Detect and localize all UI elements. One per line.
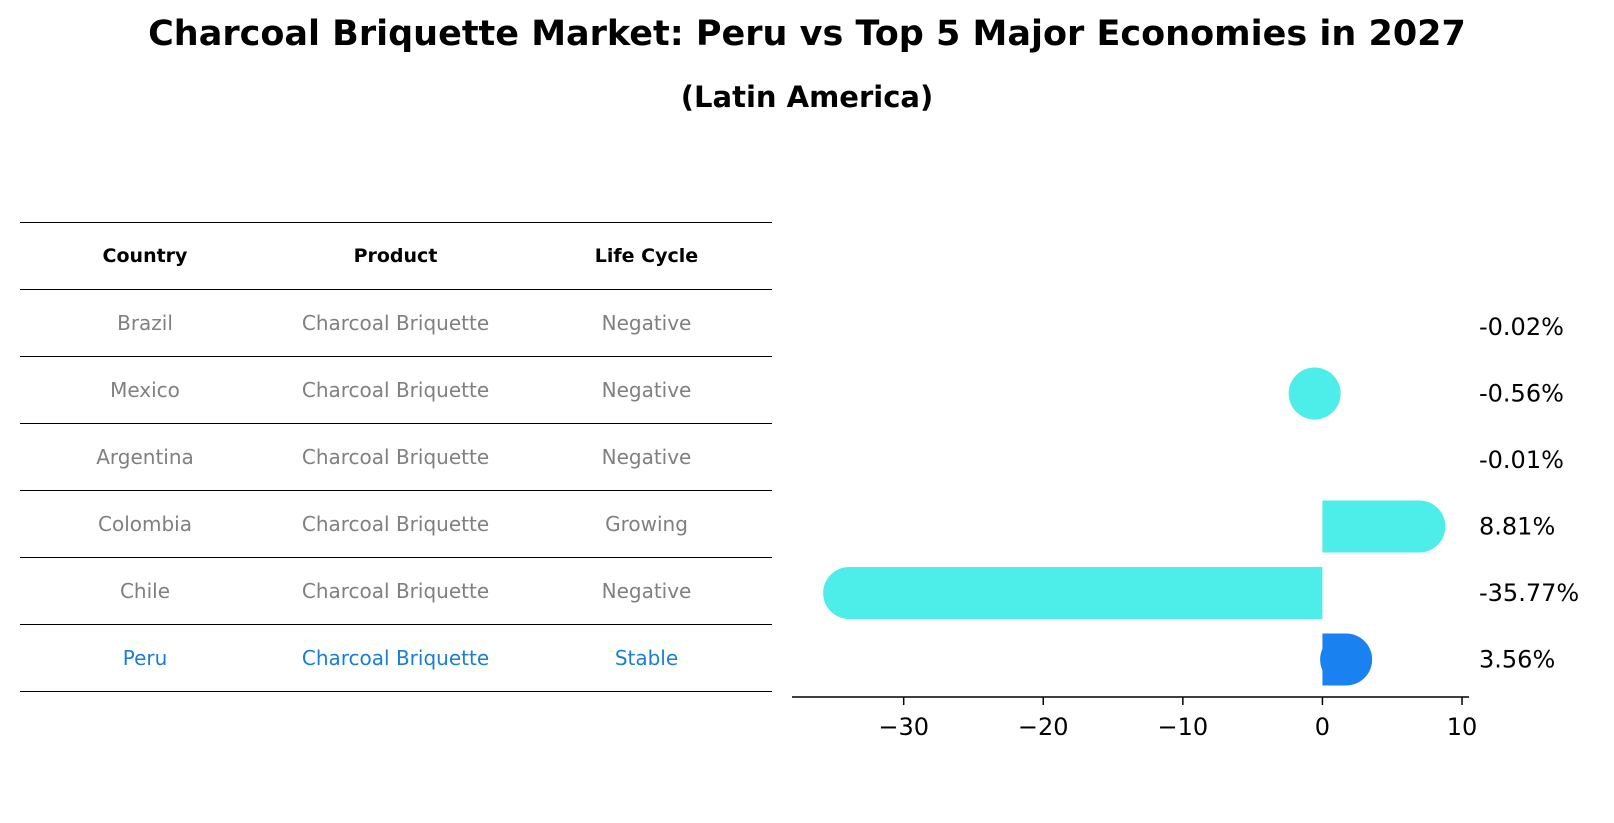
table-header-row: Country Product Life Cycle [20,222,772,290]
cell-country: Peru [20,624,270,692]
cell-product: Charcoal Briquette [270,624,521,692]
cell-product: Charcoal Briquette [270,490,521,558]
x-tick-label: −10 [1158,713,1209,741]
cell-country: Brazil [20,289,270,357]
value-labels-layer: -0.02% -0.56% -0.01% 8.81% -35.77% 3.56% [1479,313,1579,674]
header-life-cycle: Life Cycle [521,222,772,290]
bar-peru [1320,633,1373,686]
chart-title: Charcoal Briquette Market: Peru vs Top 5… [148,14,1466,54]
cell-life-cycle: Stable [521,624,772,692]
value-label: 3.56% [1479,646,1555,674]
table-row: Argentina Charcoal Briquette Negative [20,423,772,491]
header-product: Product [270,222,521,290]
cell-life-cycle: Negative [521,557,772,625]
table-row: Colombia Charcoal Briquette Growing [20,490,772,558]
cell-life-cycle: Negative [521,289,772,357]
bar-colombia [1322,500,1446,553]
value-label: -0.56% [1479,380,1564,408]
cell-country: Argentina [20,423,270,491]
x-tick-label: 0 [1315,713,1330,741]
cell-country: Mexico [20,356,270,424]
x-tick-label: −30 [878,713,929,741]
x-tick-label: 10 [1447,713,1478,741]
bars-layer [823,367,1446,686]
cell-product: Charcoal Briquette [270,557,521,625]
value-label: -35.77% [1479,579,1579,607]
cell-country: Colombia [20,490,270,558]
table-row: Mexico Charcoal Briquette Negative [20,356,772,424]
value-label: -0.01% [1479,446,1564,474]
x-tick-label: −20 [1018,713,1069,741]
header-country: Country [20,222,270,290]
cell-product: Charcoal Briquette [270,423,521,491]
cell-product: Charcoal Briquette [270,356,521,424]
country-table: Country Product Life Cycle Brazil Charco… [20,222,772,692]
x-axis: −30 −20 −10 0 10 [792,696,1478,741]
cell-country: Chile [20,557,270,625]
cell-life-cycle: Negative [521,356,772,424]
bar-chile [823,567,1323,619]
cell-life-cycle: Negative [521,423,772,491]
value-label: 8.81% [1479,513,1555,541]
cell-product: Charcoal Briquette [270,289,521,357]
cell-life-cycle: Growing [521,490,772,558]
bar-mexico [1288,367,1341,420]
table-row-highlight: Peru Charcoal Briquette Stable [20,624,772,692]
chart-subtitle: (Latin America) [680,80,934,114]
table-row: Chile Charcoal Briquette Negative [20,557,772,625]
value-label: -0.02% [1479,313,1564,341]
table-row: Brazil Charcoal Briquette Negative [20,289,772,357]
